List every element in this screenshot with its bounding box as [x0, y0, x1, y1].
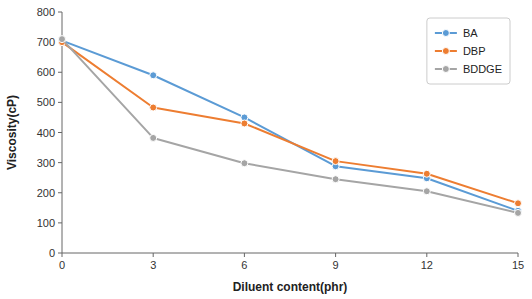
x-tick	[335, 253, 336, 257]
x-tick-label: 12	[421, 259, 433, 271]
x-tick-label: 9	[333, 259, 339, 271]
y-axis-label: Viscosity(cP)	[5, 95, 19, 170]
x-tick	[244, 253, 245, 257]
x-axis-line	[62, 253, 518, 254]
axes: 0 3 6 9 12 15 0 100 200 300 400 500 600 700 800	[37, 6, 524, 271]
point	[423, 170, 430, 177]
y-tick	[58, 162, 62, 163]
point	[515, 209, 522, 216]
y-tick-label: 200	[37, 187, 55, 199]
y-tick-label: 600	[37, 66, 55, 78]
y-tick-label: 700	[37, 36, 55, 48]
y-tick	[58, 72, 62, 73]
y-tick	[58, 192, 62, 193]
point	[241, 160, 248, 167]
legend-label: DBP	[463, 45, 486, 57]
legend: BA DBP BDDGE	[427, 18, 510, 84]
legend-box	[427, 18, 510, 84]
point	[332, 158, 339, 165]
y-tick	[58, 132, 62, 133]
y-tick-label: 500	[37, 96, 55, 108]
chart-container: 0 3 6 9 12 15 0 100 200 300 400 500 600 700 800 Diluent…	[0, 0, 532, 299]
point	[332, 176, 339, 183]
point	[150, 72, 157, 79]
legend-label: BDDGE	[463, 63, 502, 75]
x-axis-label: Diluent content(phr)	[233, 280, 348, 294]
legend-marker	[442, 66, 449, 73]
legend-marker	[442, 30, 449, 37]
point	[515, 200, 522, 207]
y-tick	[58, 102, 62, 103]
x-tick-label: 0	[59, 259, 65, 271]
y-tick-label: 300	[37, 157, 55, 169]
x-tick	[426, 253, 427, 257]
y-tick	[58, 253, 62, 254]
x-tick-label: 6	[241, 259, 247, 271]
y-tick-label: 0	[49, 247, 55, 259]
point	[150, 134, 157, 141]
x-tick	[62, 253, 63, 257]
y-tick-label: 800	[37, 6, 55, 18]
x-tick	[518, 253, 519, 257]
legend-label: BA	[463, 27, 478, 39]
y-tick-label: 100	[37, 217, 55, 229]
point	[150, 104, 157, 111]
point	[423, 188, 430, 195]
point	[241, 120, 248, 127]
point	[59, 36, 66, 43]
x-tick-label: 15	[512, 259, 524, 271]
y-tick-label: 400	[37, 127, 55, 139]
x-tick-label: 3	[150, 259, 156, 271]
y-tick	[58, 12, 62, 13]
y-tick	[58, 222, 62, 223]
legend-marker	[442, 48, 449, 55]
chart-svg: 0 3 6 9 12 15 0 100 200 300 400 500 600 700 800 Diluent…	[0, 0, 532, 299]
x-tick	[153, 253, 154, 257]
